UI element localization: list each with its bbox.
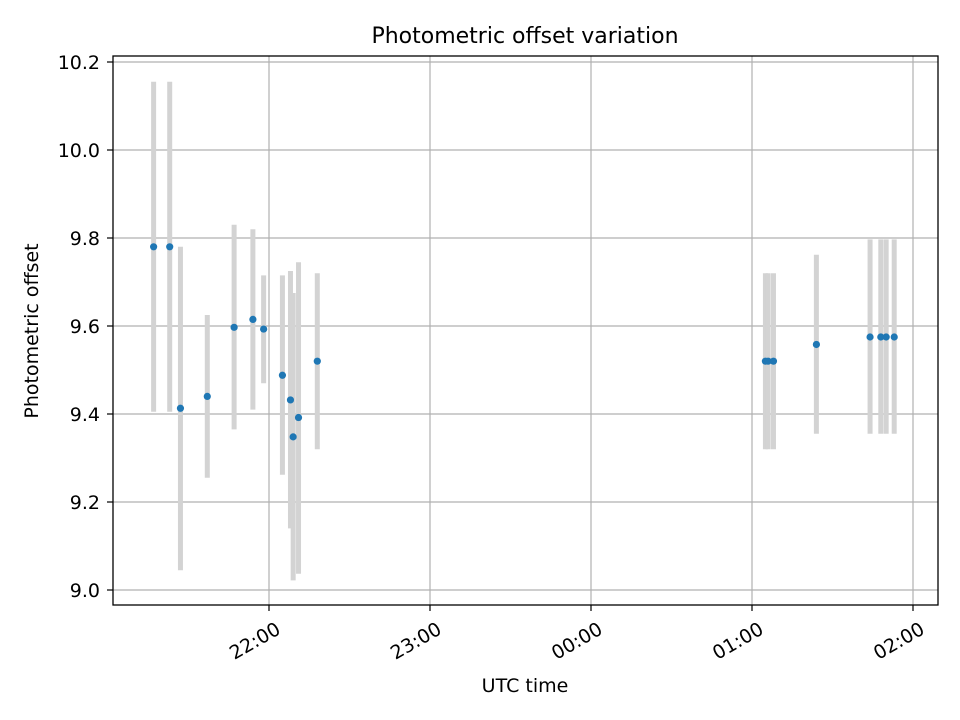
data-point (249, 315, 257, 323)
data-point (313, 357, 321, 365)
data-point (176, 404, 185, 412)
x-axis-label: UTC time (482, 675, 569, 697)
plot-frame (112, 55, 939, 606)
y-tick-label: 9.2 (70, 492, 100, 514)
data-point (150, 243, 158, 251)
data-point (764, 357, 772, 365)
y-tick-label: 9.4 (70, 404, 100, 426)
data-point (203, 392, 211, 400)
data-point (230, 323, 238, 331)
data-point (286, 396, 295, 404)
data-point (278, 371, 287, 379)
data-point (294, 413, 303, 422)
y-tick-label: 9.0 (70, 580, 100, 602)
data-point (812, 340, 821, 349)
data-point (890, 333, 898, 341)
y-axis-ticks: 9.0 9.2 9.4 9.6 9.8 10.0 10.2 (58, 52, 113, 602)
y-axis-label: Photometric offset (21, 243, 43, 418)
data-point (166, 243, 174, 251)
chart-title: Photometric offset variation (371, 24, 678, 49)
y-tick-label: 9.6 (70, 316, 100, 338)
data-point (289, 433, 297, 441)
y-tick-label: 10.0 (58, 140, 100, 162)
data-point (877, 333, 885, 341)
grid (113, 56, 938, 605)
data-point (260, 325, 268, 333)
y-tick-label: 9.8 (70, 228, 100, 250)
data-point (866, 333, 874, 341)
y-tick-label: 10.2 (58, 52, 100, 74)
data-point (769, 357, 778, 365)
data-points (150, 243, 898, 441)
data-point (882, 333, 890, 341)
